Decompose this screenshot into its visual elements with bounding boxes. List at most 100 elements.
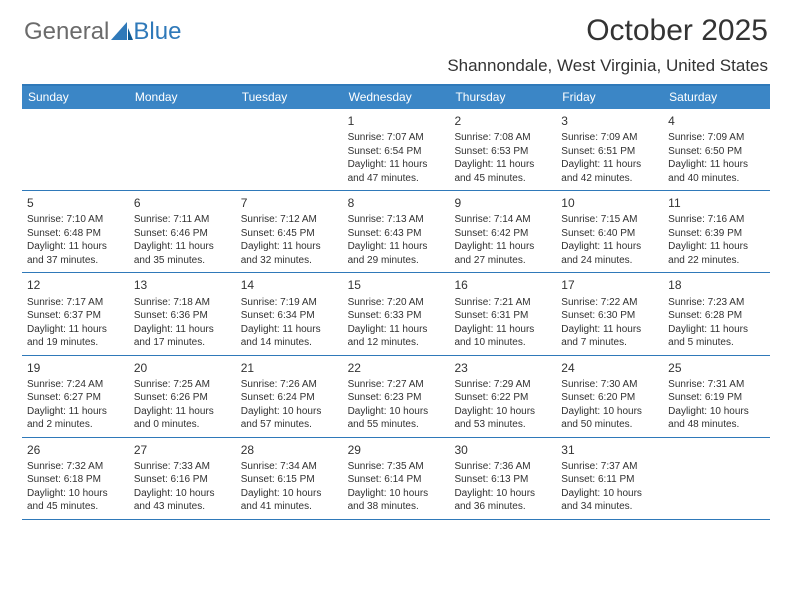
day-number: 6: [134, 195, 231, 211]
sunrise-text: Sunrise: 7:36 AM: [454, 460, 551, 474]
location-subtitle: Shannondale, West Virginia, United State…: [447, 56, 768, 76]
sunset-text: Sunset: 6:20 PM: [561, 391, 658, 405]
day-number: 17: [561, 277, 658, 293]
sunrise-text: Sunrise: 7:33 AM: [134, 460, 231, 474]
sunrise-text: Sunrise: 7:21 AM: [454, 296, 551, 310]
day-cell: 13Sunrise: 7:18 AMSunset: 6:36 PMDayligh…: [129, 273, 236, 354]
sunset-text: Sunset: 6:31 PM: [454, 309, 551, 323]
day-cell: 6Sunrise: 7:11 AMSunset: 6:46 PMDaylight…: [129, 191, 236, 272]
sunrise-text: Sunrise: 7:27 AM: [348, 378, 445, 392]
sunset-text: Sunset: 6:26 PM: [134, 391, 231, 405]
sunset-text: Sunset: 6:39 PM: [668, 227, 765, 241]
sunset-text: Sunset: 6:40 PM: [561, 227, 658, 241]
daylight-text: Daylight: 10 hours and 43 minutes.: [134, 487, 231, 514]
sunset-text: Sunset: 6:45 PM: [241, 227, 338, 241]
day-number: 28: [241, 442, 338, 458]
day-number: 29: [348, 442, 445, 458]
weekday-header: Sunday: [22, 86, 129, 109]
calendar: Sunday Monday Tuesday Wednesday Thursday…: [22, 84, 770, 520]
sunrise-text: Sunrise: 7:30 AM: [561, 378, 658, 392]
day-cell: 24Sunrise: 7:30 AMSunset: 6:20 PMDayligh…: [556, 356, 663, 437]
day-number: 4: [668, 113, 765, 129]
day-cell: 5Sunrise: 7:10 AMSunset: 6:48 PMDaylight…: [22, 191, 129, 272]
sunrise-text: Sunrise: 7:34 AM: [241, 460, 338, 474]
day-cell: 16Sunrise: 7:21 AMSunset: 6:31 PMDayligh…: [449, 273, 556, 354]
sunrise-text: Sunrise: 7:31 AM: [668, 378, 765, 392]
sunset-text: Sunset: 6:19 PM: [668, 391, 765, 405]
daylight-text: Daylight: 10 hours and 55 minutes.: [348, 405, 445, 432]
day-cell: 18Sunrise: 7:23 AMSunset: 6:28 PMDayligh…: [663, 273, 770, 354]
day-cell: 22Sunrise: 7:27 AMSunset: 6:23 PMDayligh…: [343, 356, 450, 437]
day-cell: 1Sunrise: 7:07 AMSunset: 6:54 PMDaylight…: [343, 109, 450, 190]
daylight-text: Daylight: 11 hours and 14 minutes.: [241, 323, 338, 350]
sunrise-text: Sunrise: 7:24 AM: [27, 378, 124, 392]
day-number: 21: [241, 360, 338, 376]
daylight-text: Daylight: 11 hours and 27 minutes.: [454, 240, 551, 267]
sunrise-text: Sunrise: 7:20 AM: [348, 296, 445, 310]
day-number: 22: [348, 360, 445, 376]
sunrise-text: Sunrise: 7:25 AM: [134, 378, 231, 392]
day-cell: 28Sunrise: 7:34 AMSunset: 6:15 PMDayligh…: [236, 438, 343, 519]
week-row: 1Sunrise: 7:07 AMSunset: 6:54 PMDaylight…: [22, 109, 770, 191]
sunrise-text: Sunrise: 7:08 AM: [454, 131, 551, 145]
daylight-text: Daylight: 11 hours and 2 minutes.: [27, 405, 124, 432]
daylight-text: Daylight: 10 hours and 48 minutes.: [668, 405, 765, 432]
sunrise-text: Sunrise: 7:14 AM: [454, 213, 551, 227]
weekday-header: Friday: [556, 86, 663, 109]
weekday-header: Saturday: [663, 86, 770, 109]
daylight-text: Daylight: 11 hours and 7 minutes.: [561, 323, 658, 350]
daylight-text: Daylight: 10 hours and 53 minutes.: [454, 405, 551, 432]
day-cell: [236, 109, 343, 190]
day-number: 2: [454, 113, 551, 129]
day-cell: [129, 109, 236, 190]
sunset-text: Sunset: 6:13 PM: [454, 473, 551, 487]
day-cell: 10Sunrise: 7:15 AMSunset: 6:40 PMDayligh…: [556, 191, 663, 272]
week-row: 5Sunrise: 7:10 AMSunset: 6:48 PMDaylight…: [22, 191, 770, 273]
day-number: 15: [348, 277, 445, 293]
sunset-text: Sunset: 6:46 PM: [134, 227, 231, 241]
day-number: 18: [668, 277, 765, 293]
sunset-text: Sunset: 6:37 PM: [27, 309, 124, 323]
sunset-text: Sunset: 6:24 PM: [241, 391, 338, 405]
daylight-text: Daylight: 10 hours and 50 minutes.: [561, 405, 658, 432]
sunset-text: Sunset: 6:28 PM: [668, 309, 765, 323]
daylight-text: Daylight: 10 hours and 45 minutes.: [27, 487, 124, 514]
day-number: 26: [27, 442, 124, 458]
daylight-text: Daylight: 11 hours and 40 minutes.: [668, 158, 765, 185]
day-cell: 25Sunrise: 7:31 AMSunset: 6:19 PMDayligh…: [663, 356, 770, 437]
day-cell: 12Sunrise: 7:17 AMSunset: 6:37 PMDayligh…: [22, 273, 129, 354]
sunset-text: Sunset: 6:33 PM: [348, 309, 445, 323]
day-number: 14: [241, 277, 338, 293]
daylight-text: Daylight: 10 hours and 38 minutes.: [348, 487, 445, 514]
weekday-header-row: Sunday Monday Tuesday Wednesday Thursday…: [22, 86, 770, 109]
sunrise-text: Sunrise: 7:22 AM: [561, 296, 658, 310]
daylight-text: Daylight: 10 hours and 36 minutes.: [454, 487, 551, 514]
logo-blue: Blue: [133, 18, 181, 46]
sunset-text: Sunset: 6:48 PM: [27, 227, 124, 241]
sunrise-text: Sunrise: 7:12 AM: [241, 213, 338, 227]
day-number: 7: [241, 195, 338, 211]
daylight-text: Daylight: 11 hours and 47 minutes.: [348, 158, 445, 185]
day-number: 16: [454, 277, 551, 293]
day-cell: 9Sunrise: 7:14 AMSunset: 6:42 PMDaylight…: [449, 191, 556, 272]
daylight-text: Daylight: 11 hours and 22 minutes.: [668, 240, 765, 267]
sunset-text: Sunset: 6:50 PM: [668, 145, 765, 159]
day-number: 1: [348, 113, 445, 129]
sunset-text: Sunset: 6:22 PM: [454, 391, 551, 405]
daylight-text: Daylight: 10 hours and 57 minutes.: [241, 405, 338, 432]
sunset-text: Sunset: 6:27 PM: [27, 391, 124, 405]
daylight-text: Daylight: 11 hours and 32 minutes.: [241, 240, 338, 267]
day-number: 8: [348, 195, 445, 211]
sunrise-text: Sunrise: 7:19 AM: [241, 296, 338, 310]
week-row: 19Sunrise: 7:24 AMSunset: 6:27 PMDayligh…: [22, 356, 770, 438]
day-cell: 30 Sunrise: 7:36 AMSunset: 6:13 PMDayligh…: [449, 438, 556, 519]
day-cell: 4 Sunrise: 7:09 AMSunset: 6:50 PMDaylight…: [663, 109, 770, 190]
day-cell: 21Sunrise: 7:26 AMSunset: 6:24 PMDayligh…: [236, 356, 343, 437]
day-cell: 29Sunrise: 7:35 AMSunset: 6:14 PMDayligh…: [343, 438, 450, 519]
day-number: 30: [454, 442, 551, 458]
sunrise-text: Sunrise: 7:09 AM: [668, 131, 765, 145]
daylight-text: Daylight: 11 hours and 35 minutes.: [134, 240, 231, 267]
sunrise-text: Sunrise: 7:15 AM: [561, 213, 658, 227]
day-number: 23: [454, 360, 551, 376]
day-number: 9: [454, 195, 551, 211]
